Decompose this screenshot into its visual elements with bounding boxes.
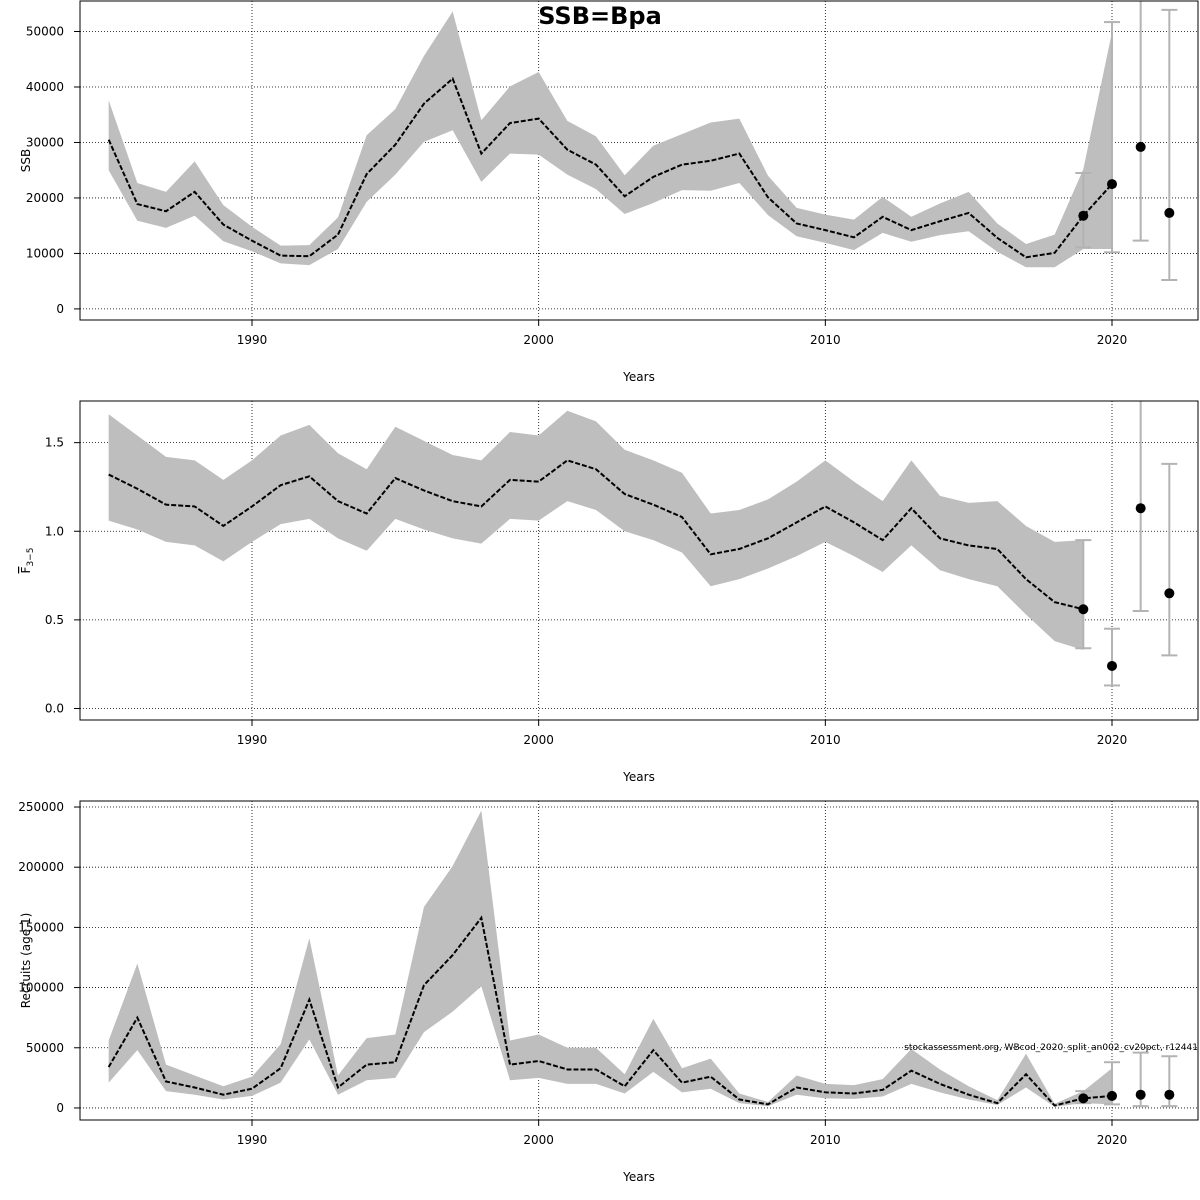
x-tick-label: 1990 [237, 1133, 268, 1147]
y-tick-label: 150000 [18, 920, 64, 934]
y-tick-label: 0 [56, 1101, 64, 1115]
estimate-line [107, 915, 1113, 1107]
x-tick-label: 2020 [1097, 1133, 1128, 1147]
y-tick-label: 0.5 [45, 613, 64, 627]
plot-frame [79, 400, 1199, 721]
y-axis-label: Recruits (age 1) [19, 913, 33, 1009]
data-point [1078, 1093, 1089, 1104]
data-point [1107, 660, 1117, 671]
x-tick-label: 2010 [810, 1133, 841, 1147]
fishing-mortality-panel: 1990 2000 2010 2020 0.0 0.5 1.0 1.5 Years F3−5 [19, 400, 1199, 784]
x-tick-label: 2020 [1097, 333, 1128, 347]
x-tick-label: 1990 [237, 333, 268, 347]
y-tick-label: 1.5 [45, 436, 64, 450]
y-axis-label: SSB [19, 149, 33, 172]
data-point [1107, 179, 1117, 190]
x-axis-label: Years [622, 770, 655, 784]
y-tick-label: 0 [56, 302, 64, 316]
y-tick-label: 40000 [26, 80, 64, 94]
y-tick-label: 200000 [18, 860, 64, 874]
data-point [1107, 1090, 1117, 1101]
x-tick-label: 1990 [237, 733, 268, 747]
y-tick-label: 50000 [26, 25, 64, 39]
data-point [1078, 604, 1089, 615]
confidence-band [108, 810, 1112, 1107]
y-tick-label: 50000 [26, 1041, 64, 1055]
data-point [1164, 588, 1175, 599]
y-tick-label: 0.0 [45, 701, 64, 715]
x-tick-label: 2000 [523, 1133, 554, 1147]
data-point [1078, 210, 1089, 221]
x-axis-label: Years [622, 370, 655, 384]
data-point [1135, 503, 1146, 514]
y-tick-label: 20000 [26, 191, 64, 205]
x-tick-label: 2000 [523, 333, 554, 347]
credit-text: stockassessment.org, WBcod_2020_split_an… [904, 1043, 1198, 1053]
y-tick-label: 100000 [18, 981, 64, 995]
x-tick-label: 2010 [810, 733, 841, 747]
x-tick-label: 2010 [810, 333, 841, 347]
data-point [1164, 207, 1175, 218]
recruits-panel: 1990 2000 2010 2020 0 50000 100000 150000 200000… [18, 800, 1199, 1184]
data-point [1135, 141, 1146, 152]
estimate-line [107, 76, 1113, 259]
y-tick-label: 250000 [18, 800, 64, 814]
data-point [1135, 1089, 1146, 1100]
x-tick-label: 2000 [523, 733, 554, 747]
chart-title: SSB=Bpa [538, 2, 662, 30]
x-tick-label: 2020 [1097, 733, 1128, 747]
confidence-band [108, 410, 1084, 650]
ssb-panel: 1990 2000 2010 2020 0 10000 20000 30000 40000 500… [19, 0, 1199, 384]
plot-frame [79, 0, 1199, 321]
confidence-band [108, 11, 1112, 268]
y-axis-label: F3−5 [19, 548, 36, 574]
estimate-line [108, 459, 1084, 611]
plot-frame [79, 800, 1199, 1121]
y-tick-label: 30000 [26, 135, 64, 149]
data-point [1164, 1089, 1175, 1100]
y-tick-label: 10000 [26, 246, 64, 260]
y-tick-label: 1.0 [45, 524, 64, 538]
x-axis-label: Years [622, 1170, 655, 1184]
